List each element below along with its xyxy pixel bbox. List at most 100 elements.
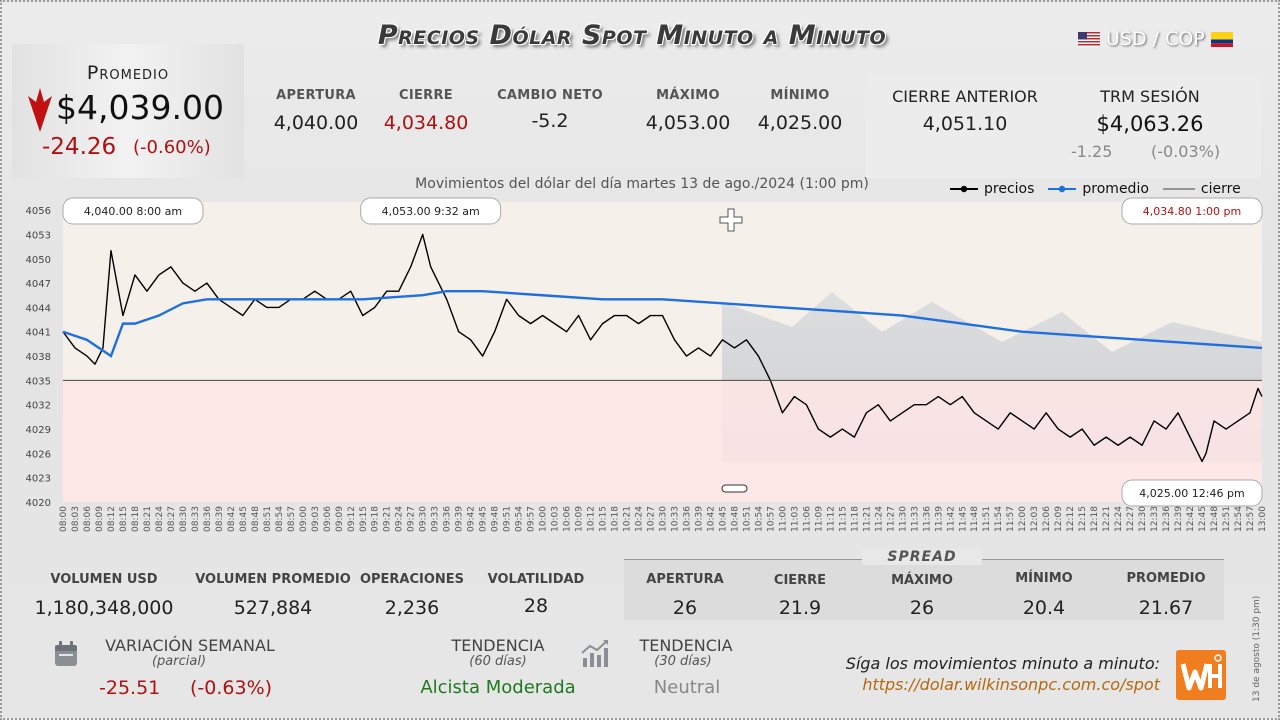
spread-maximo: Máximo 26: [870, 573, 974, 619]
promedio-change: -24.26: [42, 134, 117, 160]
spread-label: Apertura: [646, 572, 724, 587]
stat-cambio-neto: Cambio Neto -5.2: [490, 88, 610, 132]
promedio-change-pct: (-0.60%): [133, 137, 211, 158]
x-tick-label: 11:45: [958, 506, 968, 532]
trm-label: TRM Sesión: [1100, 87, 1200, 106]
x-tick-label: 12:24: [1114, 506, 1124, 532]
y-tick-label: 4032: [26, 401, 51, 412]
side-note: 13 de agosto (1:30 pm): [1252, 595, 1262, 702]
legend-cierre-icon: [1162, 188, 1195, 190]
operaciones: Operaciones 2,236: [358, 572, 466, 619]
chart-subtitle: Movimientos del dólar del día martes 13 …: [415, 176, 869, 192]
x-tick-label: 10:30: [659, 506, 669, 532]
y-tick-label: 4026: [26, 449, 51, 460]
x-tick-label: 11:03: [790, 506, 800, 532]
stat-label: Apertura: [276, 88, 356, 103]
x-tick-label: 10:15: [599, 506, 609, 532]
x-tick-label: 09:42: [467, 506, 477, 532]
stat-cierre: Cierre 4,034.80: [376, 88, 476, 134]
x-tick-label: 11:21: [862, 506, 872, 532]
x-tick-label: 08:03: [71, 506, 81, 532]
promedio-label: Promedio: [86, 62, 170, 84]
x-tick-label: 08:12: [107, 506, 117, 532]
spread-cierre: Cierre 21.9: [750, 573, 850, 619]
tendencia30-sub: (30 días): [654, 654, 712, 669]
bottom-stat-label: Volatilidad: [487, 572, 585, 587]
spread-label: Mínimo: [1015, 571, 1073, 586]
x-tick-label: 09:18: [371, 506, 381, 532]
y-tick-label: 4050: [26, 255, 51, 266]
x-tick-label: 10:33: [670, 506, 680, 532]
x-tick-label: 11:15: [838, 506, 848, 532]
stat-minimo: Mínimo 4,025.00: [750, 88, 850, 134]
spread-value: 21.67: [1138, 597, 1194, 619]
x-tick-label: 11:36: [922, 506, 932, 532]
series-promedio-line: [62, 289, 1263, 358]
annotation-box: [62, 197, 204, 225]
spread-title: Spread: [862, 549, 982, 565]
bottom-stat-label: Volumen Promedio: [195, 572, 351, 587]
price-chart: 4020 4023 4026 4029 4032 4035 4038 4041 4044 4047…: [26, 197, 1268, 532]
stat-value: 4,034.80: [383, 112, 469, 134]
x-tick-label: 12:48: [1210, 506, 1220, 532]
x-tick-label: 08:21: [143, 506, 153, 532]
spread-value: 26: [909, 597, 935, 619]
spread-promedio: Promedio 21.67: [1114, 571, 1218, 619]
tendencia60-label: Tendencia: [451, 636, 545, 655]
cierre-anterior-label: Cierre anterior: [892, 87, 1038, 106]
x-tick-label: 08:30: [179, 506, 189, 532]
y-tick-label: 4044: [26, 303, 51, 314]
wilkinson-logo-icon[interactable]: [1176, 650, 1226, 700]
spread-value: 20.4: [1022, 597, 1066, 619]
x-tick-label: 09:48: [491, 506, 501, 532]
spread-label: Máximo: [891, 573, 953, 588]
spread-label: Cierre: [773, 573, 827, 588]
series-precios-line: [62, 233, 1263, 463]
x-tick-label: 08:48: [251, 506, 261, 532]
legend-promedio: promedio: [1082, 181, 1149, 197]
variacion-label: Variación Semanal: [105, 636, 275, 655]
spread-value: 21.9: [778, 597, 822, 619]
spread-apertura: Apertura 26: [632, 572, 738, 619]
scroll-handle[interactable]: [721, 484, 748, 493]
x-tick-label: 12:06: [1042, 506, 1052, 532]
x-tick-label: 08:00: [59, 506, 69, 532]
x-tick-label: 10:12: [587, 506, 597, 532]
x-tick-label: 12:18: [1090, 506, 1100, 532]
x-tick-label: 12:45: [1198, 506, 1208, 532]
x-tick-label: 08:24: [155, 506, 165, 532]
x-tick-label: 10:27: [647, 506, 657, 532]
x-tick-label: 09:06: [323, 506, 333, 532]
tendencia30-label: Tendencia: [639, 636, 733, 655]
x-tick-label: 08:54: [275, 506, 285, 532]
y-tick-label: 4047: [26, 279, 51, 290]
x-tick-label: 10:24: [635, 506, 645, 532]
volumen-promedio: Volumen Promedio 527,884: [190, 572, 356, 619]
y-tick-label: 4053: [26, 230, 51, 241]
y-tick-label: 4023: [26, 474, 51, 485]
x-tick-label: 12:30: [1138, 506, 1148, 532]
y-tick-label: 4029: [26, 425, 51, 436]
bottom-stat-value: 2,236: [384, 597, 440, 619]
legend-promedio-icon: [1048, 185, 1077, 193]
x-tick-label: 09:27: [407, 506, 417, 532]
x-tick-label: 12:39: [1174, 506, 1184, 532]
footer-link[interactable]: https://dolar.wilkinsonpc.com.co/spot: [862, 675, 1160, 694]
x-tick-label: 11:42: [946, 506, 956, 532]
x-tick-label: 12:51: [1222, 506, 1232, 532]
annotation-label: 4,040.00 8:00 am: [84, 205, 182, 218]
x-tick-label: 12:00: [1018, 506, 1028, 532]
spread-box: [624, 560, 1224, 620]
x-tick-label: 09:33: [431, 506, 441, 532]
x-tick-label: 12:36: [1162, 506, 1172, 532]
trm-sesion: TRM Sesión $4,063.26: [1065, 87, 1235, 136]
x-tick-label: 09:00: [299, 506, 309, 532]
spread-minimo: Mínimo 20.4: [992, 571, 1096, 619]
x-tick-label: 10:39: [694, 506, 704, 532]
y-tick-label: 4038: [26, 352, 51, 363]
bottom-stat-label: Operaciones: [359, 572, 465, 587]
x-tick-label: 10:09: [575, 506, 585, 532]
x-tick-label: 09:51: [503, 506, 513, 532]
tendencia30-value: Neutral: [653, 677, 721, 698]
chart-legend: precios promedio cierre: [950, 181, 1241, 197]
